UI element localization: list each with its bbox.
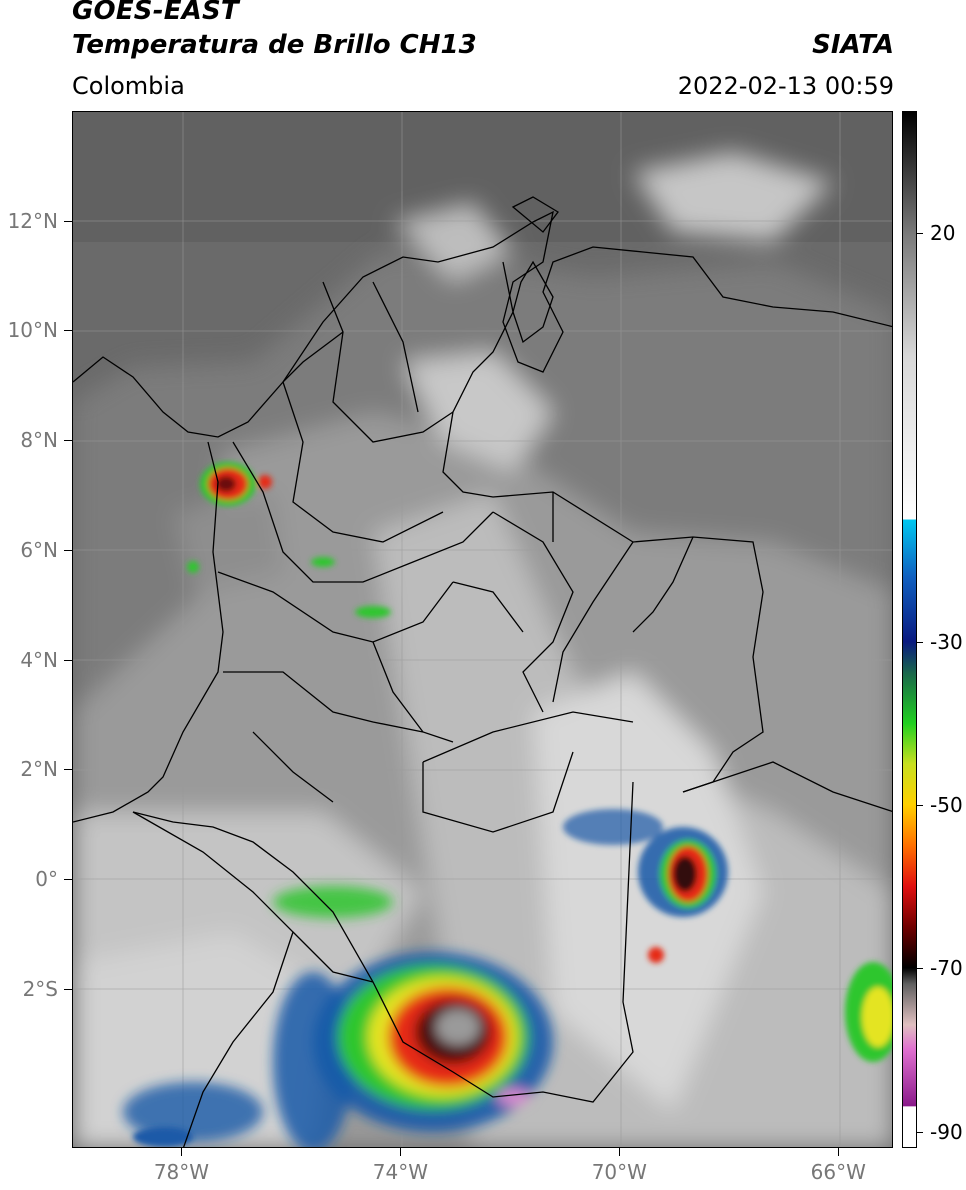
colorbar-tick — [917, 805, 923, 807]
satellite-title: GOES-EAST — [72, 0, 239, 26]
colorbar-tick-label: -90 — [930, 1119, 963, 1144]
lat-label: 8°N — [20, 428, 58, 453]
storm-scattered-cells — [133, 557, 892, 1147]
convective-cells — [123, 462, 892, 1147]
storm-northwest-cell — [200, 462, 272, 506]
colorbar-tick — [917, 1131, 923, 1133]
lat-label: 0° — [35, 867, 58, 892]
lon-label: 70°W — [591, 1160, 647, 1184]
lat-tick — [64, 549, 72, 551]
lon-label: 74°W — [372, 1160, 429, 1184]
temperature-colorbar — [902, 111, 917, 1148]
lat-label: 2°S — [22, 976, 58, 1001]
storm-south-complex — [123, 886, 553, 1147]
colorbar-tick-label: -30 — [930, 629, 963, 654]
colorbar-tick — [917, 233, 923, 235]
product-title: Temperatura de Brillo CH13 — [72, 30, 477, 60]
colorbar-tick-label: 20 — [930, 221, 956, 246]
lon-tick — [181, 1148, 183, 1156]
colorbar-tick — [917, 968, 923, 970]
lat-label: 10°N — [7, 318, 58, 343]
agency-label: SIATA — [812, 30, 894, 60]
lat-tick — [64, 220, 72, 222]
lat-tick — [64, 659, 72, 661]
colorbar-tick — [917, 641, 923, 643]
map-canvas — [73, 112, 892, 1147]
lon-tick — [400, 1148, 402, 1156]
lat-label: 2°N — [20, 757, 58, 782]
lat-tick — [64, 440, 72, 442]
lat-label: 4°N — [20, 647, 58, 672]
lat-tick — [64, 988, 72, 990]
storm-east-cell — [563, 809, 728, 963]
colorbar-tick-label: -50 — [930, 793, 963, 818]
lon-label: 66°W — [810, 1160, 866, 1184]
datetime-label: 2022-02-13 00:59 — [677, 72, 894, 100]
lat-label: 12°N — [7, 208, 58, 233]
borders — [73, 196, 892, 1147]
colorbar-tick-label: -70 — [930, 956, 963, 981]
lat-tick — [64, 879, 72, 881]
lat-label: 6°N — [20, 537, 58, 562]
lon-tick — [619, 1148, 621, 1156]
lon-label: 78°W — [153, 1160, 210, 1184]
satellite-map[interactable] — [72, 111, 893, 1148]
lat-tick — [64, 330, 72, 332]
lon-tick — [838, 1148, 840, 1156]
lat-tick — [64, 769, 72, 771]
region-label: Colombia — [72, 72, 185, 100]
